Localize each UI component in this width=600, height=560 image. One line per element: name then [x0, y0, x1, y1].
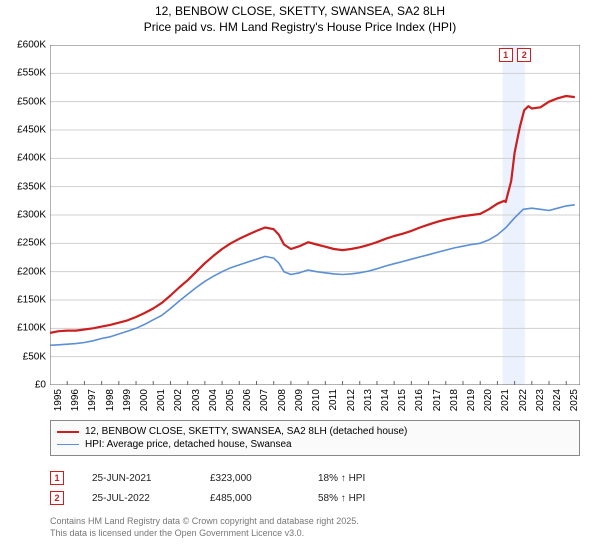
ytick-label: £400K [17, 153, 46, 164]
legend-box: 12, BENBOW CLOSE, SKETTY, SWANSEA, SA2 8… [50, 420, 580, 456]
xtick-label: 2024 [552, 389, 563, 411]
xtick-label: 2010 [311, 389, 322, 411]
ytick-label: £600K [17, 40, 46, 51]
xtick-label: 2004 [208, 389, 219, 411]
ytick-label: £200K [17, 266, 46, 277]
marker-price: £323,000 [210, 473, 290, 484]
plot-marker-1: 1 [499, 48, 513, 62]
xtick-label: 2012 [346, 389, 357, 411]
marker-table: 1 25-JUN-2021 £323,000 18% ↑ HPI 2 25-JUL-202… [50, 468, 408, 508]
title-line1: 12, BENBOW CLOSE, SKETTY, SWANSEA, SA2 8… [0, 4, 600, 20]
xtick-label: 2002 [173, 389, 184, 411]
xtick-label: 2022 [518, 389, 529, 411]
ytick-label: £100K [17, 323, 46, 334]
chart-container: 12, BENBOW CLOSE, SKETTY, SWANSEA, SA2 8… [0, 0, 600, 560]
marker-price: £485,000 [210, 493, 290, 504]
marker-date: 25-JUL-2022 [92, 493, 182, 504]
ytick-label: £300K [17, 210, 46, 221]
legend-row: HPI: Average price, detached house, Swan… [57, 438, 573, 451]
xtick-label: 2015 [397, 389, 408, 411]
marker-delta: 18% ↑ HPI [318, 473, 408, 484]
attribution-line1: Contains HM Land Registry data © Crown c… [50, 516, 359, 528]
ytick-label: £50K [23, 351, 46, 362]
xtick-label: 2003 [191, 389, 202, 411]
xtick-label: 2019 [466, 389, 477, 411]
ytick-label: £500K [17, 96, 46, 107]
xtick-label: 2025 [569, 389, 580, 411]
ytick-label: £150K [17, 295, 46, 306]
marker-badge: 2 [50, 491, 64, 505]
title-block: 12, BENBOW CLOSE, SKETTY, SWANSEA, SA2 8… [0, 0, 600, 35]
marker-date: 25-JUN-2021 [92, 473, 182, 484]
xtick-label: 2001 [156, 389, 167, 411]
marker-row: 2 25-JUL-2022 £485,000 58% ↑ HPI [50, 488, 408, 508]
legend-label: HPI: Average price, detached house, Swan… [85, 439, 292, 450]
marker-delta: 58% ↑ HPI [318, 493, 408, 504]
xtick-label: 1998 [105, 389, 116, 411]
xtick-label: 2016 [414, 389, 425, 411]
xtick-label: 2021 [500, 389, 511, 411]
xtick-label: 2008 [277, 389, 288, 411]
xtick-label: 2014 [380, 389, 391, 411]
xtick-label: 2009 [294, 389, 305, 411]
marker-badge: 1 [50, 471, 64, 485]
xtick-label: 2018 [449, 389, 460, 411]
xtick-label: 2020 [483, 389, 494, 411]
xtick-label: 2013 [363, 389, 374, 411]
xtick-label: 1999 [122, 389, 133, 411]
xtick-label: 1995 [53, 389, 64, 411]
xtick-label: 2007 [259, 389, 270, 411]
ytick-label: £450K [17, 125, 46, 136]
ytick-label: £350K [17, 181, 46, 192]
plot-marker-2: 2 [517, 48, 531, 62]
marker-row: 1 25-JUN-2021 £323,000 18% ↑ HPI [50, 468, 408, 488]
chart-area: £0£50K£100K£150K£200K£250K£300K£350K£400… [50, 45, 580, 385]
xtick-label: 2017 [432, 389, 443, 411]
xtick-label: 2011 [328, 389, 339, 411]
xtick-label: 1997 [87, 389, 98, 411]
plot-svg [50, 45, 580, 385]
xtick-label: 1996 [70, 389, 81, 411]
legend-row: 12, BENBOW CLOSE, SKETTY, SWANSEA, SA2 8… [57, 425, 573, 438]
series-price_paid [50, 96, 575, 333]
attribution-line2: This data is licensed under the Open Gov… [50, 528, 359, 540]
xtick-label: 2006 [242, 389, 253, 411]
legend-label: 12, BENBOW CLOSE, SKETTY, SWANSEA, SA2 8… [85, 426, 407, 437]
ytick-label: £550K [17, 68, 46, 79]
xtick-label: 2000 [139, 389, 150, 411]
xtick-label: 2023 [535, 389, 546, 411]
ytick-label: £0 [35, 380, 46, 391]
legend-swatch [57, 431, 79, 433]
title-line2: Price paid vs. HM Land Registry's House … [0, 20, 600, 36]
ytick-label: £250K [17, 238, 46, 249]
legend-swatch [57, 444, 79, 445]
xtick-label: 2005 [225, 389, 236, 411]
attribution: Contains HM Land Registry data © Crown c… [50, 516, 359, 539]
series-hpi [50, 205, 575, 345]
